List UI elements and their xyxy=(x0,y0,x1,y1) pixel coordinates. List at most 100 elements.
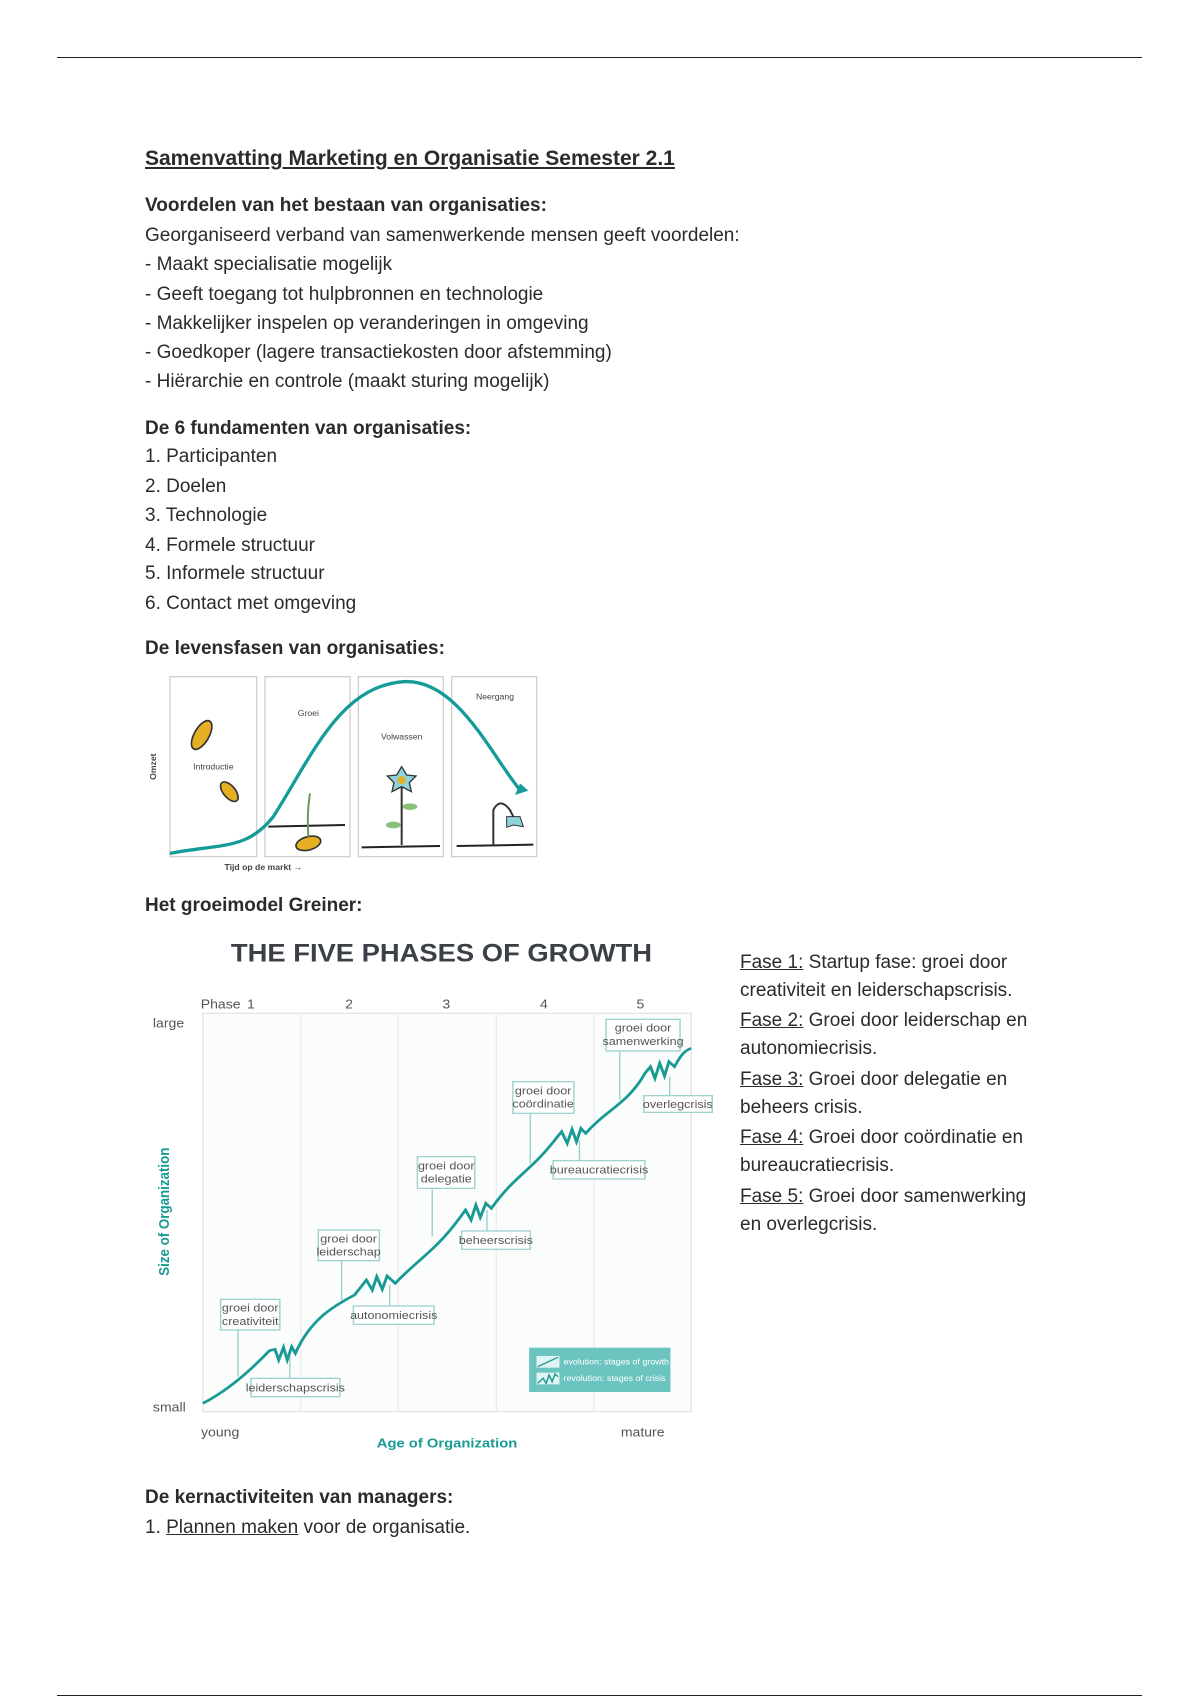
heading-kernactiviteiten: De kernactiviteiten van managers: xyxy=(145,1487,454,1508)
growth-box: groei door creativiteit xyxy=(219,1298,281,1331)
x-left-label: young xyxy=(201,1425,239,1439)
svg-text:coördinatie: coördinatie xyxy=(512,1097,574,1110)
ground-line xyxy=(361,845,441,849)
crisis-box: bureaucratiecrisis xyxy=(550,1160,649,1180)
growth-curve xyxy=(202,1047,692,1405)
list-item: - Makkelijker inspelen op veranderingen … xyxy=(145,313,589,334)
svg-text:bureaucratiecrisis: bureaucratiecrisis xyxy=(550,1163,649,1176)
svg-text:groei door: groei door xyxy=(615,1021,672,1034)
heading-voordelen: Voordelen van het bestaan van organisati… xyxy=(145,195,547,216)
heading-fundamenten: De 6 fundamenten van organisaties: xyxy=(145,418,472,439)
crisis-box: overlegcrisis xyxy=(643,1095,713,1113)
svg-text:samenwerking: samenwerking xyxy=(603,1035,684,1048)
fase-label: Fase 2: xyxy=(740,1010,804,1031)
svg-text:groei door: groei door xyxy=(418,1159,475,1172)
seed-icon xyxy=(190,719,322,852)
fase-1-line: Fase 1: Startup fase: groei door xyxy=(740,952,1007,974)
list-item: 6. Contact met omgeving xyxy=(145,593,357,614)
phase-panel xyxy=(169,676,258,858)
item-rest: voor de organisatie. xyxy=(298,1517,471,1538)
fase-5-line: Fase 5: Groei door samenwerking xyxy=(740,1186,1026,1208)
phase-label: Neergang xyxy=(476,691,514,701)
svg-text:groei door: groei door xyxy=(320,1232,377,1245)
fase-label: Fase 4: xyxy=(740,1127,804,1148)
svg-text:creativiteit: creativiteit xyxy=(222,1315,279,1328)
list-item: 1. Participanten xyxy=(145,446,278,467)
phase-label: 4 xyxy=(540,997,548,1011)
document-title: Samenvatting Marketing en Organisatie Se… xyxy=(145,147,675,170)
fase-text: Groei door leiderschap en xyxy=(803,1010,1028,1031)
phase-label: 1 xyxy=(247,997,255,1011)
x-axis-label: Age of Organization xyxy=(377,1435,518,1450)
svg-text:revolution: stages of crisis: revolution: stages of crisis xyxy=(564,1373,666,1382)
svg-text:delegatie: delegatie xyxy=(421,1172,472,1185)
header-rule xyxy=(57,57,1142,58)
ground-line xyxy=(268,824,346,828)
fase-text: Startup fase: groei door xyxy=(803,952,1008,973)
list-item: - Geeft toegang tot hulpbronnen en techn… xyxy=(145,284,544,305)
growth-box: groei door coördinatie xyxy=(512,1081,575,1114)
fase-text: Groei door coördinatie en xyxy=(803,1127,1024,1148)
list-item: - Goedkoper (lagere transactiekosten doo… xyxy=(145,342,612,363)
phase-label: 3 xyxy=(442,997,450,1011)
fase-3-line: Fase 3: Groei door delegatie en xyxy=(740,1069,1007,1091)
heading-greiner: Het groeimodel Greiner: xyxy=(145,895,363,916)
svg-text:leiderschapscrisis: leiderschapscrisis xyxy=(246,1381,345,1394)
fase-4-line: Fase 4: Groei door coördinatie en xyxy=(740,1127,1023,1149)
figure-title: THE FIVE PHASES OF GROWTH xyxy=(231,939,652,967)
list-item: 1. Plannen maken voor de organisatie. xyxy=(145,1517,470,1539)
fase-3-cont: beheers crisis. xyxy=(740,1097,863,1118)
svg-text:overlegcrisis: overlegcrisis xyxy=(643,1098,713,1111)
fase-2-line: Fase 2: Groei door leiderschap en xyxy=(740,1010,1027,1032)
fase-text: Groei door samenwerking xyxy=(803,1186,1027,1207)
ground-line xyxy=(456,843,534,847)
svg-text:autonomiecrisis: autonomiecrisis xyxy=(350,1309,437,1322)
fase-label: Fase 5: xyxy=(740,1186,804,1207)
phase-label: Volwassen xyxy=(381,731,423,741)
y-bottom-label: small xyxy=(153,1400,186,1414)
item-prefix: 1. xyxy=(145,1517,167,1538)
lifecycle-figure: Introductie Groei Volwassen Neergang Omz… xyxy=(148,676,538,872)
growth-box: groei door samenwerking xyxy=(603,1018,684,1052)
list-item: 2. Doelen xyxy=(145,476,227,497)
greiner-figure: THE FIVE PHASES OF GROWTH Phase 1 2 3 4 … xyxy=(153,939,713,1450)
list-item: 5. Informele structuur xyxy=(145,563,325,584)
phase-label: Introductie xyxy=(193,761,234,771)
growth-box: groei door leiderschap xyxy=(316,1229,381,1262)
svg-text:beheerscrisis: beheerscrisis xyxy=(459,1234,533,1247)
fase-text: Groei door delegatie en xyxy=(803,1069,1008,1090)
phase-label: Phase xyxy=(201,997,241,1011)
x-axis-label: Tijd op de markt → xyxy=(224,862,302,872)
fase-2-cont: autonomiecrisis. xyxy=(740,1038,878,1059)
flower-icon xyxy=(385,765,418,845)
phase-panel xyxy=(357,676,444,858)
y-axis-label: Omzet xyxy=(148,753,158,780)
svg-text:groei door: groei door xyxy=(222,1301,279,1314)
list-item: 4. Formele structuur xyxy=(145,535,315,556)
arrow-head-icon xyxy=(515,783,529,795)
y-axis-label: Size of Organization xyxy=(155,1148,172,1276)
legend: evolution: stages of growth revolution: … xyxy=(529,1347,671,1392)
svg-text:leiderschap: leiderschap xyxy=(316,1245,381,1258)
crisis-box: beheerscrisis xyxy=(459,1230,533,1250)
list-item: - Maakt specialisatie mogelijk xyxy=(145,254,393,275)
growth-box: groei door delegatie xyxy=(416,1156,476,1189)
footer-rule xyxy=(57,1695,1142,1696)
list-item: - Hiërarchie en controle (maakt sturing … xyxy=(145,371,550,392)
fase-5-cont: en overlegcrisis. xyxy=(740,1214,878,1235)
fase-label: Fase 3: xyxy=(740,1069,804,1090)
crisis-box: leiderschapscrisis xyxy=(246,1377,345,1398)
item-underlined: Plannen maken xyxy=(166,1517,299,1538)
phase-label: Groei xyxy=(298,708,319,718)
fase-4-cont: bureaucratiecrisis. xyxy=(740,1155,895,1176)
crisis-box: autonomiecrisis xyxy=(350,1305,437,1325)
x-right-label: mature xyxy=(621,1425,665,1439)
svg-text:evolution: stages of growth: evolution: stages of growth xyxy=(564,1357,670,1366)
y-top-label: large xyxy=(153,1016,184,1030)
sprout-icon xyxy=(306,793,311,837)
phase-label: 2 xyxy=(345,997,353,1011)
fase-label: Fase 1: xyxy=(740,952,804,973)
heading-levensfasen: De levensfasen van organisaties: xyxy=(145,638,445,659)
svg-text:groei door: groei door xyxy=(515,1084,572,1097)
phase-label: 5 xyxy=(637,997,645,1011)
